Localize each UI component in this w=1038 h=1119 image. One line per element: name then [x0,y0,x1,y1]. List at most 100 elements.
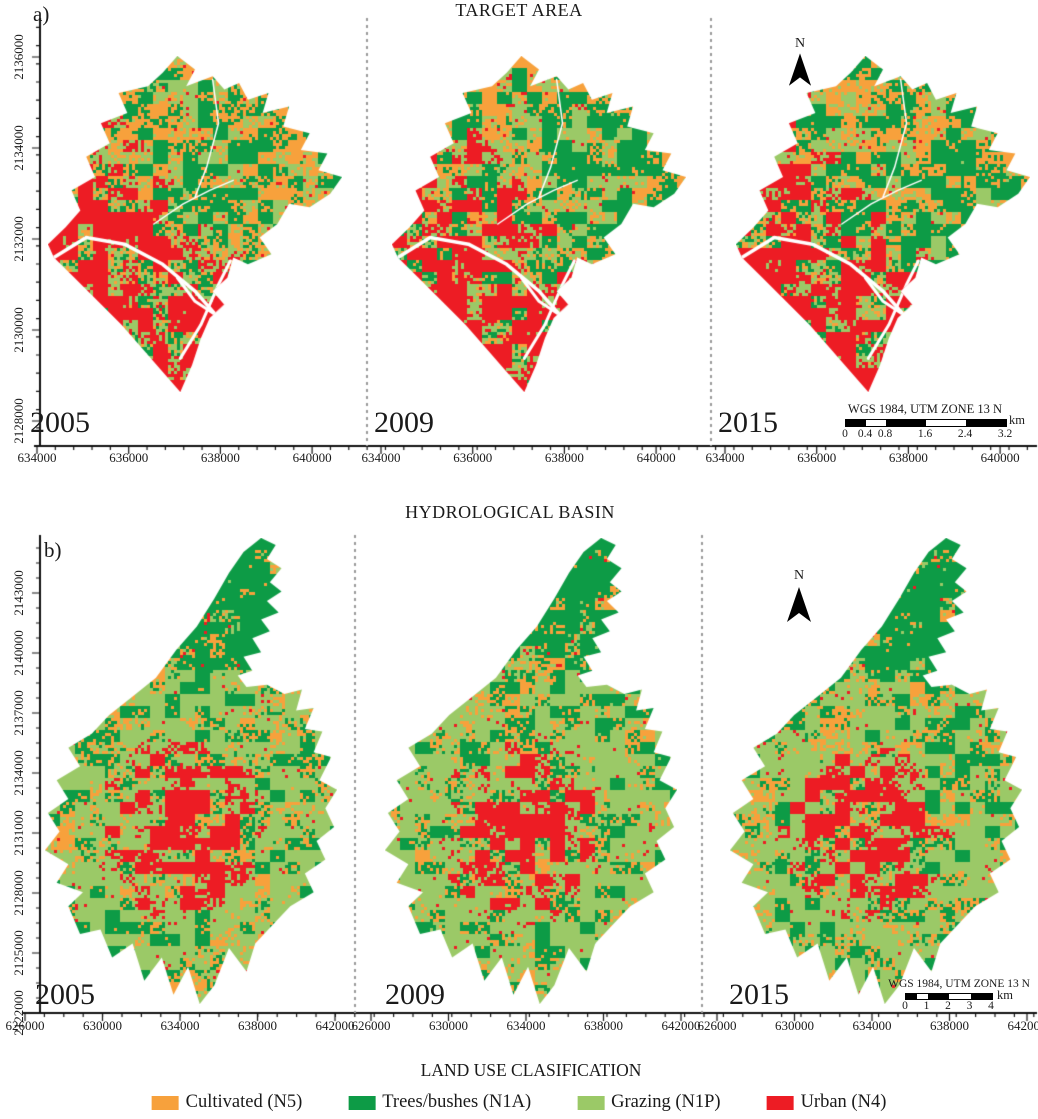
map-target-area-2005 [48,56,342,392]
north-arrow-a-label: N [794,36,806,51]
map-hydro-basin-2009 [385,538,677,1004]
scalebar-segment [966,420,1006,426]
year-label-a-2005: 2005 [30,406,90,439]
y-axis-tick-label: 2140000 [11,630,26,676]
x-axis-tick-label: 626000 [5,1018,45,1033]
scalebar-tick-label: 1.6 [917,428,933,440]
legend-swatch-trees [348,1095,376,1110]
scalebar-segment [927,994,949,999]
north-arrow-a: N [786,36,814,92]
scalebar-b-crs: WGS 1984, UTM ZONE 13 N [888,978,1030,990]
north-arrow-b-label: N [793,568,805,583]
scalebar-tick-label: 2 [945,1000,951,1012]
scalebar-a-crs: WGS 1984, UTM ZONE 13 N [847,402,1003,416]
year-label-a-2009: 2009 [374,406,434,439]
x-axis-tick-label: 626000 [351,1018,391,1033]
y-axis-tick-label: 2128000 [11,870,26,916]
legend-item-trees: Trees/bushes (N1A) [348,1092,531,1113]
scalebar-tick-label: 0 [842,428,848,440]
x-axis-tick-label: 634000 [852,1018,892,1033]
x-axis-tick-label: 640000 [636,450,676,465]
y-axis-tick-label: 2137000 [11,690,26,736]
section-b-title: HYDROLOGICAL BASIN [405,502,615,522]
scalebar-segment [846,420,866,426]
x-axis-tick-label: 642000 [315,1018,355,1033]
x-axis-tick-label: 636000 [109,450,149,465]
y-axis-tick-label: 2134000 [11,125,26,171]
x-axis-tick-label: 630000 [83,1018,122,1033]
x-axis-tick-label: 634000 [17,450,57,465]
y-axis-tick-label: 2125000 [11,930,26,976]
x-axis-tick-label: 642000 [661,1018,701,1033]
scalebar-segment [916,994,928,999]
scalebar-a: WGS 1984, UTM ZONE 13 N km 0 0.4 0.8 1.6 2.4… [790,402,1038,446]
x-axis-tick-label: 636000 [453,450,493,465]
y-axis-tick-label: 2131000 [11,810,26,856]
legend-row: Cultivated (N5) Trees/bushes (N1A) Grazi… [151,1092,887,1113]
scalebar-tick-label: 0.4 [857,428,873,440]
scalebar-tick-label: 3 [966,1000,973,1012]
scalebar-segment [886,420,926,426]
scalebar-tick-label: 0 [902,1000,908,1012]
north-arrow-b: N [785,568,813,630]
scalebar-a-unit: km [1009,413,1025,427]
year-label-b-2015: 2015 [729,978,789,1011]
map-hydro-basin-2015 [730,538,1022,1004]
y-axis-tick-label: 2132000 [11,216,26,262]
x-axis-tick-label: 638000 [888,450,928,465]
x-axis-tick-label: 630000 [429,1018,468,1033]
x-axis-tick-label: 638000 [930,1018,969,1033]
x-axis-tick-label: 642000 [1007,1018,1038,1033]
legend-item-grazing: Grazing (N1P) [577,1092,721,1113]
y-axis-tick-label: 2143000 [11,570,26,616]
scalebar-tick-label: 0.8 [877,428,893,440]
scalebar-b: WGS 1984, UTM ZONE 13 N km 0 1 2 3 4 [880,978,1038,1016]
section-a-label: a) [33,2,50,26]
x-axis-tick-label: 626000 [697,1018,737,1033]
legend-swatch-urban [766,1095,794,1110]
y-axis-tick-label: 2128000 [11,398,26,444]
legend-title: LAND USE CLASIFICATION [420,1060,642,1080]
legend-label-grazing: Grazing (N1P) [611,1092,721,1112]
x-axis-tick-label: 634000 [160,1018,200,1033]
section-a-title: TARGET AREA [455,0,583,20]
scalebar-segment [970,994,992,999]
year-label-a-2015: 2015 [718,406,778,439]
scalebar-segment [866,420,886,426]
x-axis-tick-label: 640000 [292,450,332,465]
legend-label-trees: Trees/bushes (N1A) [382,1092,532,1112]
map-hydro-basin-2005 [45,538,337,1004]
x-axis-tick-label: 636000 [797,450,837,465]
scalebar-tick-label: 3.2 [997,428,1013,440]
scalebar-b-bar [905,993,993,1000]
x-axis-tick-label: 638000 [200,450,240,465]
scalebar-segment [926,420,966,426]
legend-item-cultivated: Cultivated (N5) [151,1092,303,1113]
year-label-b-2009: 2009 [385,978,445,1011]
scalebar-tick-label: 1 [923,1000,930,1012]
x-axis-tick-label: 634000 [705,450,745,465]
north-arrow-icon [788,53,812,86]
x-axis-tick-label: 638000 [238,1018,277,1033]
x-axis-tick-label: 630000 [775,1018,814,1033]
scalebar-segment [949,994,971,999]
scalebar-a-bar [845,419,1007,427]
legend-label-urban: Urban (N4) [800,1092,887,1112]
x-axis-tick-label: 640000 [980,450,1020,465]
x-axis-tick-label: 638000 [584,1018,623,1033]
north-arrow-icon [787,587,811,622]
scalebar-tick-label: 2.4 [957,428,973,440]
y-axis-tick-label: 2134000 [11,750,26,796]
x-axis-tick-label: 634000 [506,1018,546,1033]
legend-label-cultivated: Cultivated (N5) [185,1092,303,1112]
legend-item-urban: Urban (N4) [766,1092,887,1113]
year-label-b-2005: 2005 [35,978,95,1011]
y-axis-tick-label: 2136000 [11,34,26,80]
map-target-area-2015 [736,56,1030,392]
legend-swatch-cultivated [151,1095,179,1110]
x-axis-tick-label: 638000 [544,450,584,465]
x-axis-tick-label: 634000 [361,450,401,465]
scalebar-b-unit: km [997,988,1013,1002]
legend-swatch-grazing [577,1095,605,1110]
